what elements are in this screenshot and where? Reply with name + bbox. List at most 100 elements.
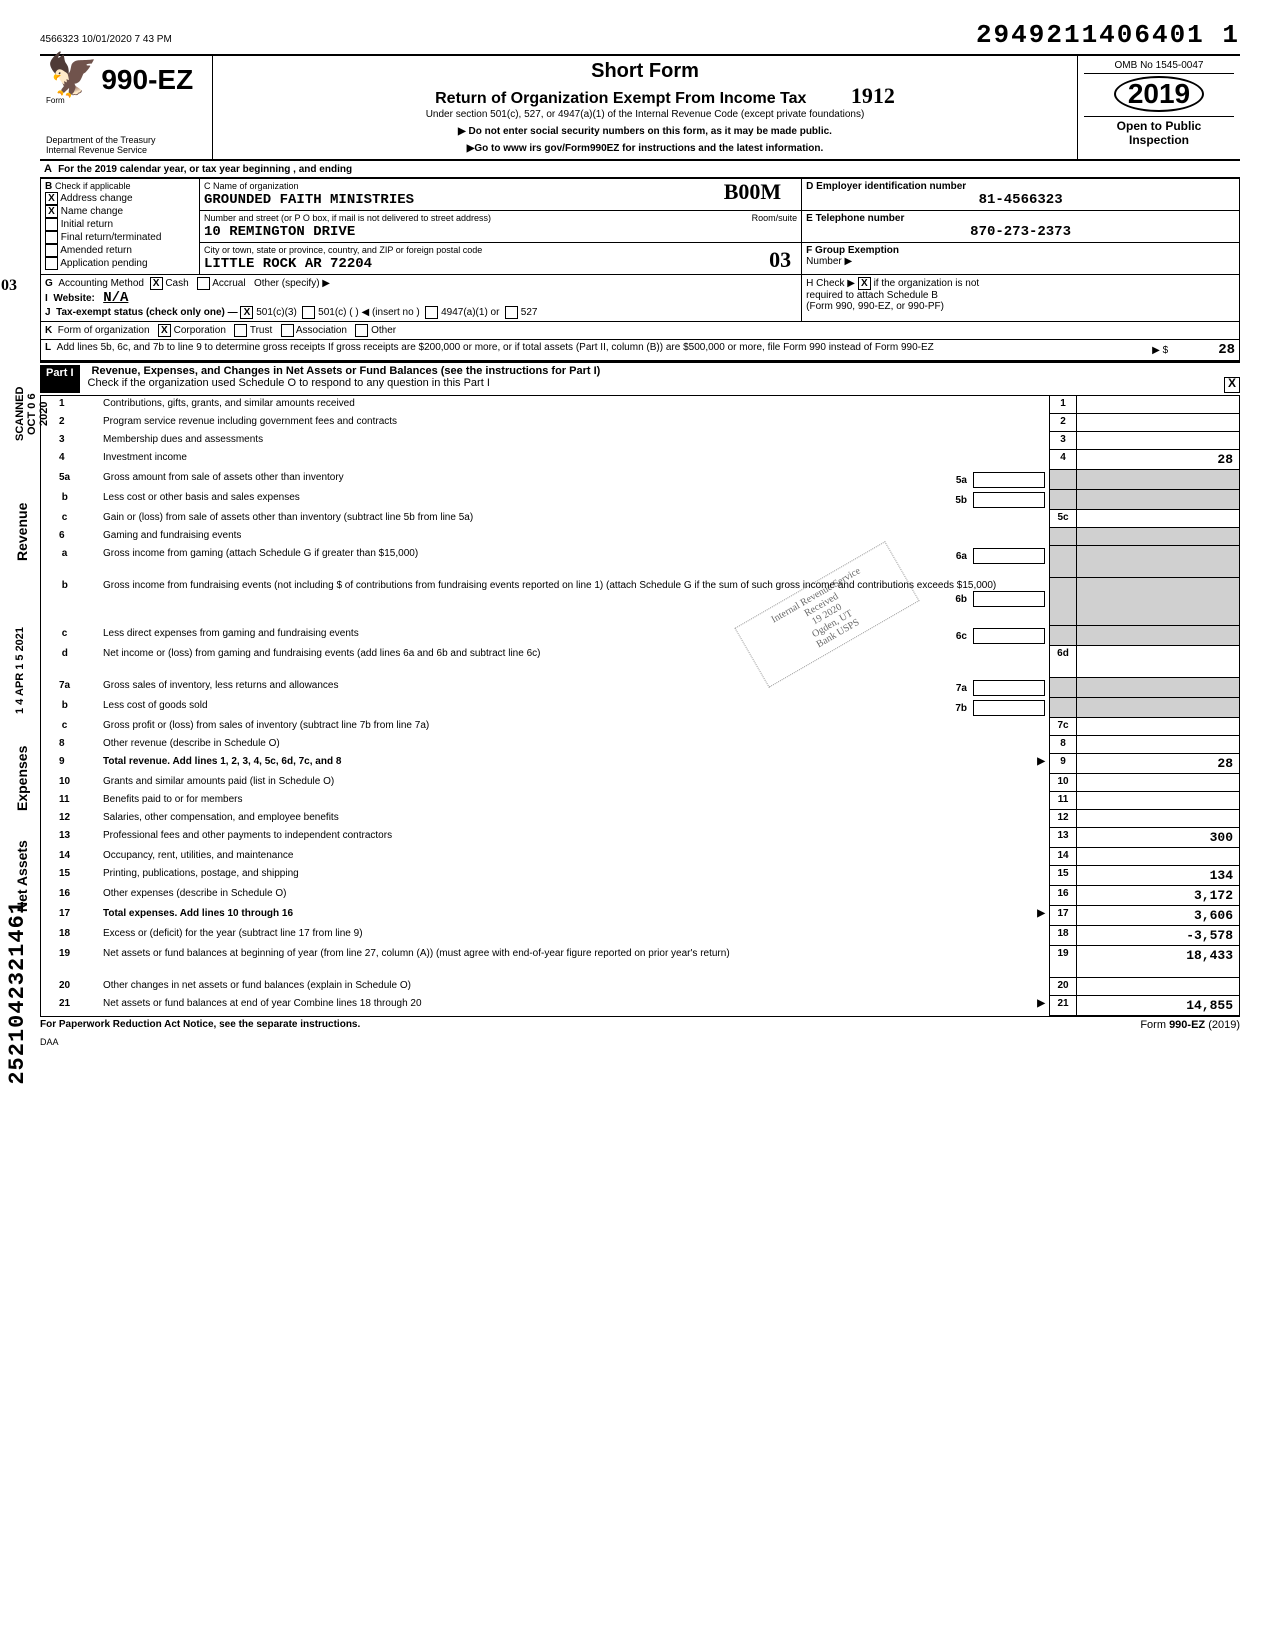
line-2-val xyxy=(1076,414,1239,432)
trust-checkbox[interactable] xyxy=(234,324,247,337)
ein-label: D Employer identification number xyxy=(806,181,966,192)
other-org-checkbox[interactable] xyxy=(355,324,368,337)
association-checkbox[interactable] xyxy=(281,324,294,337)
accrual-label: Accrual xyxy=(212,278,245,289)
line-a-text: For the 2019 calendar year, or tax year … xyxy=(58,164,352,175)
line-l-text: Add lines 5b, 6c, and 7b to line 9 to de… xyxy=(57,342,934,353)
line-6b-box[interactable] xyxy=(973,591,1045,607)
h-text4: (Form 990, 990-EZ, or 990-PF) xyxy=(806,301,944,312)
line-5b-desc: Less cost or other basis and sales expen… xyxy=(103,492,300,503)
501c3-checkbox[interactable]: X xyxy=(240,306,253,319)
line-16-desc: Other expenses (describe in Schedule O) xyxy=(99,886,1049,906)
h-text3: required to attach Schedule B xyxy=(806,290,938,301)
accrual-checkbox[interactable] xyxy=(197,277,210,290)
line-3-desc: Membership dues and assessments xyxy=(99,432,1049,450)
h-text2: if the organization is not xyxy=(874,278,980,289)
line-10-desc: Grants and similar amounts paid (list in… xyxy=(99,774,1049,792)
ein-value: 81-4566323 xyxy=(806,192,1235,208)
group-exemption-number-label: Number ▶ xyxy=(806,256,852,267)
line-6d-val xyxy=(1076,646,1239,678)
stamp-boom: B00M xyxy=(724,179,781,205)
line-16-val: 3,172 xyxy=(1076,886,1239,906)
line-21-desc: Net assets or fund balances at end of ye… xyxy=(103,998,422,1009)
phone-value: 870-273-2373 xyxy=(806,224,1235,240)
tax-year: 2019 xyxy=(1114,76,1204,112)
line-21-val: 14,855 xyxy=(1076,996,1239,1016)
application-pending-checkbox[interactable] xyxy=(45,257,58,270)
revenue-side-label: Revenue xyxy=(12,448,52,616)
final-return-checkbox[interactable] xyxy=(45,231,58,244)
line-6b-desc: Gross income from fundraising events (no… xyxy=(103,580,996,591)
part1-line-items: 1Contributions, gifts, grants, and simil… xyxy=(40,396,1240,1017)
line-7b-box[interactable] xyxy=(973,700,1045,716)
apr-stamp: 1 4 APR 1 5 2021 xyxy=(12,616,52,724)
line-15-val: 134 xyxy=(1076,866,1239,886)
part1-title: Revenue, Expenses, and Changes in Net As… xyxy=(88,365,601,377)
line-4-val: 28 xyxy=(1076,450,1239,470)
group-exemption-label: F Group Exemption xyxy=(806,245,899,256)
org-name: GROUNDED FAITH MINISTRIES xyxy=(204,192,414,208)
dept-treasury: Department of the Treasury xyxy=(46,135,206,145)
line-17-desc: Total expenses. Add lines 10 through 16 xyxy=(103,908,293,919)
open-public-1: Open to Public xyxy=(1084,119,1234,133)
line-13-desc: Professional fees and other payments to … xyxy=(99,828,1049,848)
form-org-label: Form of organization xyxy=(58,325,150,336)
line-6a-box[interactable] xyxy=(973,548,1045,564)
line-11-val xyxy=(1076,792,1239,810)
name-change-label: Name change xyxy=(61,206,123,217)
cash-checkbox[interactable]: X xyxy=(150,277,163,290)
line-6c-desc: Less direct expenses from gaming and fun… xyxy=(103,628,359,639)
amended-return-label: Amended return xyxy=(60,245,132,256)
other-specify-label: Other (specify) ▶ xyxy=(254,278,330,289)
line-5b-box[interactable] xyxy=(973,492,1045,508)
amended-return-checkbox[interactable] xyxy=(45,244,58,257)
omb-number: OMB No 1545-0047 xyxy=(1084,60,1234,74)
irs-eagle-icon: 🦅 xyxy=(46,53,98,99)
line-7a-box[interactable] xyxy=(973,680,1045,696)
line-5a-desc: Gross amount from sale of assets other t… xyxy=(103,472,344,483)
barcode-number: 2949211406401 1 xyxy=(976,20,1240,50)
schedule-b-checkbox[interactable]: X xyxy=(858,277,871,290)
phone-label: E Telephone number xyxy=(806,213,904,224)
line-5a-box[interactable] xyxy=(973,472,1045,488)
line-18-val: -3,578 xyxy=(1076,926,1239,946)
open-public-2: Inspection xyxy=(1084,133,1234,147)
irs-label: Internal Revenue Service xyxy=(46,145,206,155)
line-6c-box[interactable] xyxy=(973,628,1045,644)
line-12-desc: Salaries, other compensation, and employ… xyxy=(99,810,1049,828)
line-20-desc: Other changes in net assets or fund bala… xyxy=(99,978,1049,996)
street-value: 10 REMINGTON DRIVE xyxy=(204,224,355,240)
under-section-text: Under section 501(c), 527, or 4947(a)(1)… xyxy=(219,109,1071,120)
footer-form-ref: Form 990-EZ (2019) xyxy=(1140,1019,1240,1031)
address-change-label: Address change xyxy=(60,193,132,204)
name-change-checkbox[interactable]: X xyxy=(45,205,58,218)
501c-label: 501(c) ( ) ◀ (insert no ) xyxy=(318,307,420,318)
line-6-desc: Gaming and fundraising events xyxy=(99,528,1049,546)
form-title: Short Form xyxy=(219,60,1071,83)
corporation-checkbox[interactable]: X xyxy=(158,324,171,337)
line-11-desc: Benefits paid to or for members xyxy=(99,792,1049,810)
expenses-side-label: Expenses xyxy=(12,724,52,832)
form-subtitle: Return of Organization Exempt From Incom… xyxy=(435,90,806,107)
line-2-desc: Program service revenue including govern… xyxy=(99,414,1049,432)
scanned-stamp: SCANNED OCT 0 6 2020 xyxy=(12,380,52,448)
part1-check-text: Check if the organization used Schedule … xyxy=(88,377,490,389)
527-checkbox[interactable] xyxy=(505,306,518,319)
initial-return-checkbox[interactable] xyxy=(45,218,58,231)
cash-label: Cash xyxy=(165,278,188,289)
margin-03-g: 03 xyxy=(1,277,17,295)
527-label: 527 xyxy=(521,307,538,318)
4947a1-checkbox[interactable] xyxy=(425,306,438,319)
website-value: N/A xyxy=(103,290,128,306)
line-10-val xyxy=(1076,774,1239,792)
line-4-desc: Investment income xyxy=(99,450,1049,470)
name-org-label: C Name of organization xyxy=(204,181,299,191)
schedule-o-checkbox[interactable]: X xyxy=(1224,377,1240,393)
corporation-label: Corporation xyxy=(174,325,226,336)
line-15-desc: Printing, publications, postage, and shi… xyxy=(99,866,1049,886)
website-label: Website: xyxy=(53,293,95,304)
initial-return-label: Initial return xyxy=(61,219,113,230)
501c-checkbox[interactable] xyxy=(302,306,315,319)
address-change-checkbox[interactable]: X xyxy=(45,192,58,205)
line-7b-desc: Less cost of goods sold xyxy=(103,700,208,711)
